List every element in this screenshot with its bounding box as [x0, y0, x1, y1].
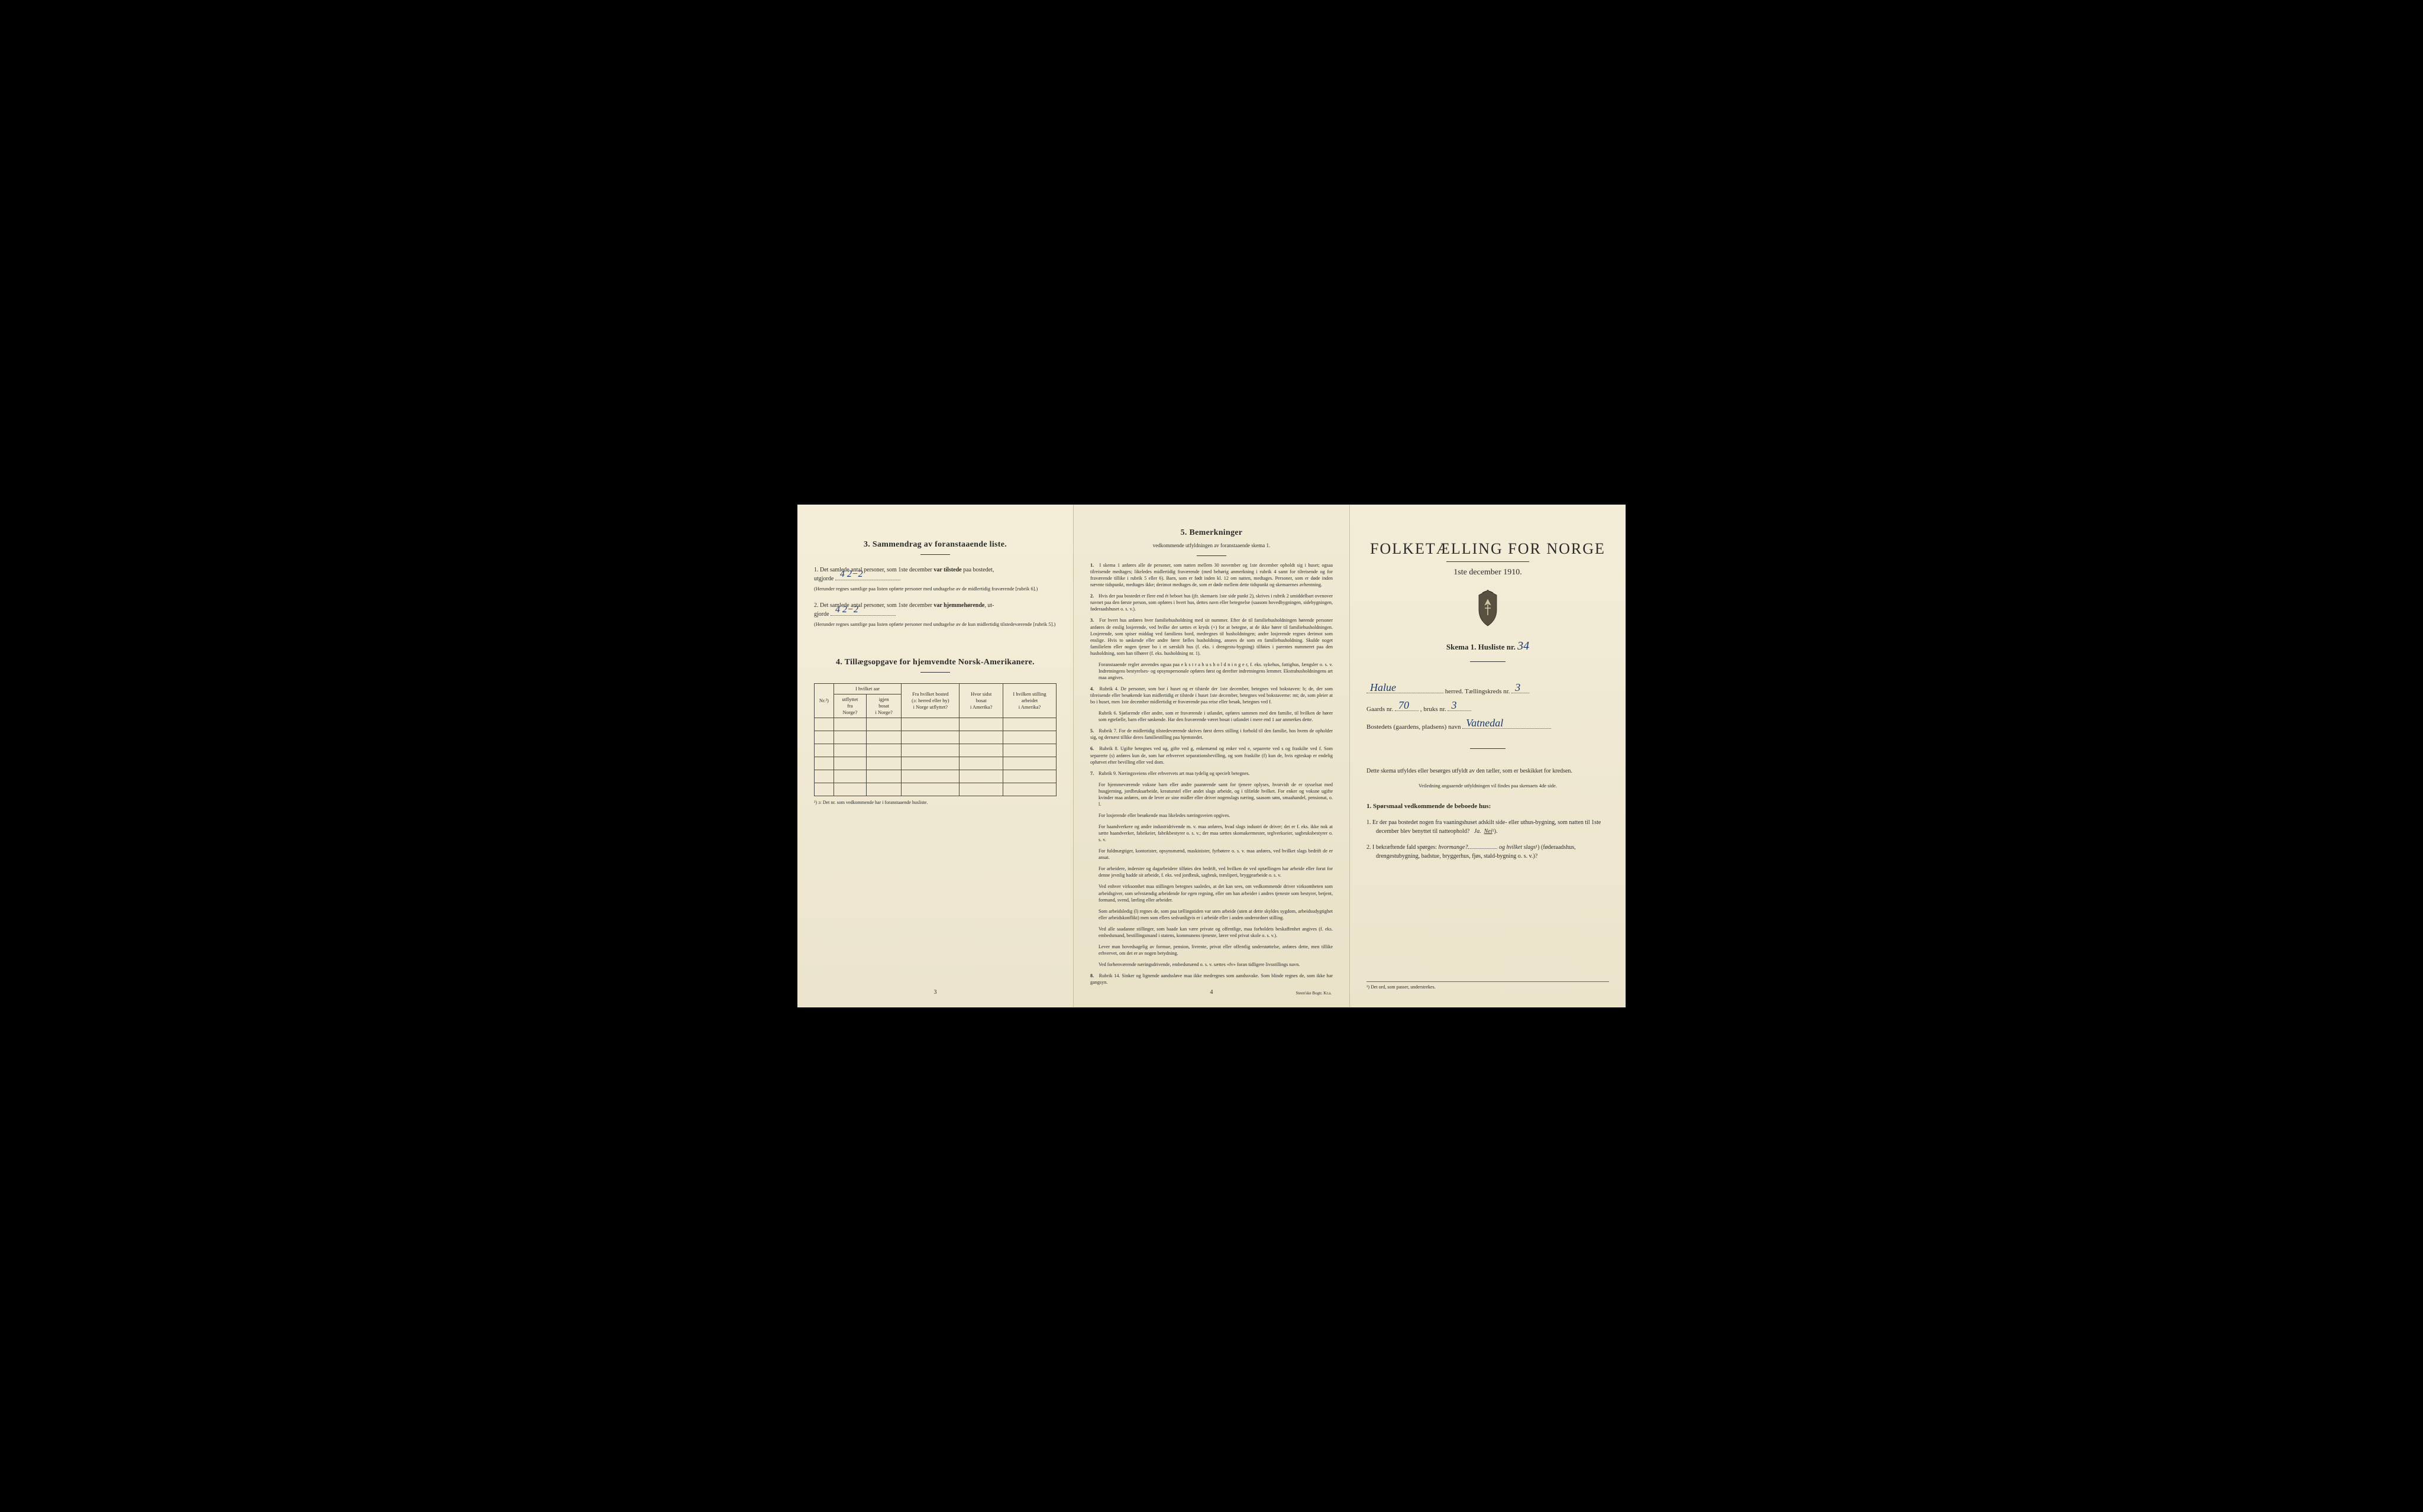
- table-row[interactable]: [815, 744, 1057, 757]
- question-1: 1. Er der paa bostedet nogen fra vaaning…: [1366, 818, 1609, 836]
- section-5-subtitle: vedkommende utfyldningen av foranstaaend…: [1090, 542, 1333, 548]
- col-igjen: igjen bosat i Norge?: [867, 694, 902, 718]
- remark-item: 2. Hvis der paa bostedet er flere end ét…: [1090, 593, 1333, 612]
- question-section-title: 1. Spørsmaal vedkommende de beboede hus:: [1366, 803, 1609, 810]
- census-document: 3. Sammendrag av foranstaaende liste. 1.…: [797, 505, 1626, 1007]
- answer-nei: Nei: [1484, 828, 1492, 835]
- note-2: (Herunder regnes samtlige paa listen opf…: [814, 621, 1057, 628]
- gaards-nr: 70: [1398, 699, 1409, 712]
- section-3-title: 3. Sammendrag av foranstaaende liste.: [814, 540, 1057, 550]
- amerikanere-table: Nr.²) I hvilket aar Fra hvilket bosted (…: [814, 683, 1057, 805]
- page-4-remarks: 5. Bemerkninger vedkommende utfyldningen…: [1074, 505, 1350, 1007]
- husliste-nr: 34: [1517, 639, 1529, 652]
- coat-of-arms-icon: [1472, 589, 1504, 628]
- bruks-nr: 3: [1451, 699, 1456, 712]
- section-5-title: 5. Bemerkninger: [1090, 528, 1333, 538]
- printer-mark: Steen'ske Bogtr. Kr.a.: [1296, 991, 1332, 996]
- page-1-title: FOLKETÆLLING FOR NORGE 1ste december 191…: [1350, 505, 1626, 1007]
- remark-item: 6. Rubrik 8. Ugifte betegnes ved ug, gif…: [1090, 745, 1333, 765]
- gaards-row: Gaards nr. 70 , bruks nr. 3: [1366, 706, 1609, 713]
- table-row[interactable]: [815, 757, 1057, 770]
- herred-value: Halue: [1370, 681, 1396, 694]
- remark-sub: Ved enhver virksomhet maa stillingen bet…: [1099, 883, 1333, 903]
- table-row[interactable]: [815, 770, 1057, 783]
- table-row[interactable]: [815, 718, 1057, 731]
- page-number: 4: [1210, 989, 1213, 996]
- table-footnote: ²) ɔ: Det nr. som vedkommende har i fora…: [814, 800, 1057, 805]
- remark-item: 1. I skema 1 anføres alle de personer, s…: [1090, 562, 1333, 588]
- remark-sub: Som arbeidsledig (l) regnes de, som paa …: [1099, 908, 1333, 921]
- divider: [920, 554, 950, 555]
- col-aar: I hvilket aar: [833, 683, 902, 694]
- question-2: 2. I bekræftende fald spørges: hvormange…: [1366, 843, 1609, 861]
- summary-item-1: 1. Det samlede antal personer, som 1ste …: [814, 566, 1057, 593]
- remark-sub: Ved alle saadanne stillinger, som baade …: [1099, 926, 1333, 939]
- remark-sub: Ved forhenværende næringsdrivende, embed…: [1099, 961, 1333, 968]
- note-1: (Herunder regnes samtlige paa listen opf…: [814, 586, 1057, 593]
- col-nr: Nr.²): [815, 683, 834, 718]
- remark-sub: Lever man hovedsagelig av formue, pensio…: [1099, 944, 1333, 957]
- remark-sub: Rubrik 6. Sjøfarende eller andre, som er…: [1099, 710, 1333, 723]
- page-footnote: ¹) Det ord, som passer, understrekes.: [1366, 981, 1609, 990]
- page-3-summary: 3. Sammendrag av foranstaaende liste. 1.…: [797, 505, 1074, 1007]
- herred-row: Halue herred. Tællingskreds nr. 3: [1366, 688, 1609, 695]
- remark-sub: For hjemmeværende voksne barn eller andr…: [1099, 781, 1333, 807]
- divider: [1470, 661, 1506, 662]
- col-sidst: Hvor sidst bosat i Amerika?: [959, 683, 1003, 718]
- kreds-nr: 3: [1515, 681, 1520, 694]
- main-title: FOLKETÆLLING FOR NORGE: [1366, 540, 1609, 558]
- sub-instruction: Veiledning angaaende utfyldningen vil fi…: [1366, 783, 1609, 789]
- remark-item: 5. Rubrik 7. For de midlertidig tilstede…: [1090, 728, 1333, 741]
- main-date: 1ste december 1910.: [1366, 568, 1609, 577]
- remark-item: 4. Rubrik 4. De personer, som bor i huse…: [1090, 686, 1333, 705]
- col-utflyttet: utflyttet fra Norge?: [833, 694, 866, 718]
- remark-sub: For arbeidere, inderster og dagarbeidere…: [1099, 865, 1333, 878]
- remark-item: 7. Rubrik 9. Næringsveiens eller erhverv…: [1090, 770, 1333, 777]
- summary-item-2: 2. Det samlede antal personer, som 1ste …: [814, 601, 1057, 628]
- divider: [1446, 561, 1529, 562]
- col-stilling: I hvilken stilling arbeidet i Amerika?: [1003, 683, 1057, 718]
- remarks-list: 1. I skema 1 anføres alle de personer, s…: [1090, 562, 1333, 986]
- field-tilstede-count[interactable]: 4 2−2: [835, 574, 900, 580]
- remark-item: 8. Rubrik 14. Sinker og lignende aandssl…: [1090, 973, 1333, 986]
- bosted-row: Bostedets (gaardens, pladsens) navn Vatn…: [1366, 723, 1609, 731]
- section-4-title: 4. Tillægsopgave for hjemvendte Norsk-Am…: [814, 658, 1057, 667]
- divider: [1470, 748, 1506, 749]
- table-row[interactable]: [815, 783, 1057, 796]
- divider: [920, 672, 950, 673]
- skema-line: Skema 1. Husliste nr. 34: [1366, 639, 1609, 653]
- col-bosted: Fra hvilket bosted (ɔ: herred eller by) …: [902, 683, 959, 718]
- instruction-text: Dette skema utfyldes eller besørges utfy…: [1366, 767, 1609, 776]
- remark-sub: For fuldmægtiger, kontorister, opsynsmæn…: [1099, 848, 1333, 861]
- page-number: 3: [934, 989, 937, 996]
- field-hjemme-count[interactable]: 4 2−2: [831, 610, 896, 616]
- remark-sub: For haandverkere og andre industridriven…: [1099, 823, 1333, 843]
- table-row[interactable]: [815, 731, 1057, 744]
- remark-sub: Foranstaaende regler anvendes ogsaa paa …: [1099, 661, 1333, 681]
- bosted-value: Vatnedal: [1466, 717, 1503, 729]
- remark-item: 3. For hvert hus anføres hver familiehus…: [1090, 617, 1333, 656]
- divider: [1197, 555, 1226, 556]
- remark-sub: For losjerende eller besøkende maa likel…: [1099, 812, 1333, 819]
